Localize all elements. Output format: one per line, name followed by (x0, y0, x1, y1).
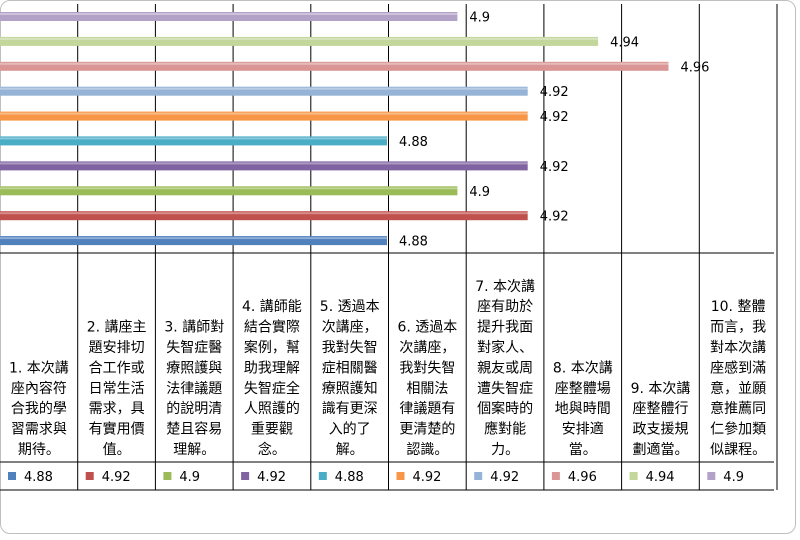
bar-2 (0, 211, 528, 221)
category-label: 7. 本次講座有助於提升我面對家人、親友或周遭失智症個案時的應對能力。 (475, 279, 535, 458)
legend-key-swatch (707, 472, 716, 480)
data-label: 4.92 (540, 85, 569, 100)
category-label: 1. 本次講座內容符合我的學習需求與期待。 (9, 360, 69, 458)
table-value: 4.94 (646, 470, 675, 485)
legend-key-swatch (551, 472, 560, 480)
legend-key-swatch (474, 472, 483, 480)
data-label: 4.92 (540, 160, 569, 175)
legend-key-swatch (8, 472, 16, 480)
bar-8 (0, 61, 669, 71)
table-value: 4.92 (257, 470, 286, 485)
table-value: 4.9 (179, 470, 200, 485)
data-label: 4.9 (469, 11, 490, 26)
data-label: 4.92 (540, 210, 569, 225)
table-value: 4.92 (102, 470, 131, 485)
table-value: 4.88 (335, 470, 364, 485)
bar-highlight (0, 37, 599, 40)
data-label: 4.96 (681, 60, 710, 75)
category-label: 9. 本次講座整體行政支援規劃適當。 (631, 381, 691, 458)
legend-key-swatch (629, 472, 638, 480)
data-labels: 4.88 4.92 4.9 4.92 4.88 4.92 4.92 4.96 4.94 4.9 (399, 11, 709, 250)
bar-highlight (0, 112, 528, 115)
legend-key-swatch (396, 472, 405, 480)
bar-highlight (0, 62, 669, 65)
table-value: 4.88 (24, 470, 53, 485)
bar-7 (0, 86, 528, 96)
table-value: 4.92 (413, 470, 442, 485)
data-label: 4.92 (540, 110, 569, 125)
data-label: 4.94 (610, 35, 639, 50)
bar-highlight (0, 162, 528, 165)
bars (0, 12, 669, 246)
category-label: 10. 整體而言，我對本次講座感到滿意，並願意推薦同仁參加類似課程。 (710, 299, 766, 458)
table-value: 4.92 (490, 470, 519, 485)
category-label: 3. 講師對失智症醫療照護與法律議題的說明清楚且容易理解。 (164, 320, 224, 458)
bar-10 (0, 12, 458, 21)
category-label: 8. 本次講座整體場地與時間安排適當。 (553, 360, 613, 458)
bar-highlight (0, 187, 458, 190)
data-table: 1. 本次講座內容符合我的學習需求與期待。 2. 講座主題安排切合工作或日常生活需… (0, 252, 778, 491)
table-value: 4.96 (568, 470, 597, 485)
bar-highlight (0, 87, 528, 90)
bar-highlight (0, 237, 387, 240)
data-label: 4.9 (469, 185, 490, 200)
data-label: 4.88 (399, 235, 428, 250)
table-value: 4.9 (723, 470, 744, 485)
bar-1 (0, 236, 387, 246)
category-label: 6. 透過本次講座，我對失智相關法律議題有更清楚的認識。 (397, 320, 457, 458)
bar-highlight (0, 137, 387, 140)
bar-5 (0, 136, 387, 146)
category-label: 4. 講師能結合實際案例，幫助我理解失智症全人照護的重要觀念。 (242, 299, 302, 458)
category-label: 5. 透過本次講座，我對失智症相關醫療照護知識有更深入的了解。 (320, 299, 380, 458)
bar-3 (0, 186, 458, 196)
legend-key-swatch (318, 472, 327, 480)
bar-4 (0, 161, 528, 171)
legend-key-swatch (85, 472, 94, 480)
legend-key-swatch (163, 472, 172, 480)
legend-key-swatch (241, 472, 250, 480)
category-label: 2. 講座主題安排切合工作或日常生活需求，具有實用價值。 (87, 320, 147, 458)
bar-9 (0, 36, 599, 46)
bar-highlight (0, 212, 528, 215)
bar-highlight (0, 13, 458, 15)
data-label: 4.88 (399, 135, 428, 150)
bar-6 (0, 111, 528, 121)
